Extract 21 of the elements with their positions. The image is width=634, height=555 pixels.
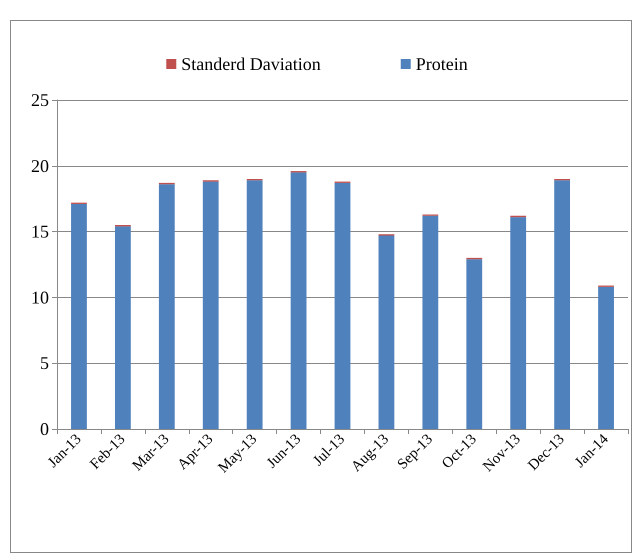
y-tick-label: 5: [40, 353, 49, 374]
bar: [334, 182, 350, 429]
bar: [378, 236, 394, 429]
legend-label: Protein: [416, 54, 468, 74]
bar: [554, 180, 570, 429]
y-tick-label: 20: [31, 156, 49, 176]
bar: [422, 216, 438, 429]
y-tick-label: 0: [40, 419, 49, 439]
bar: [71, 204, 87, 429]
bar: [246, 180, 263, 429]
bar: [466, 259, 482, 429]
bar: [510, 217, 526, 429]
y-tick-label: 10: [31, 287, 49, 308]
y-tick-label: 15: [31, 222, 49, 242]
legend-label: Standerd Daviation: [181, 54, 321, 74]
y-tick-label: 25: [31, 90, 49, 110]
bar: [158, 184, 175, 429]
bar: [290, 172, 306, 429]
bar: [598, 286, 614, 429]
bar: [114, 226, 131, 429]
bar: [202, 182, 219, 429]
